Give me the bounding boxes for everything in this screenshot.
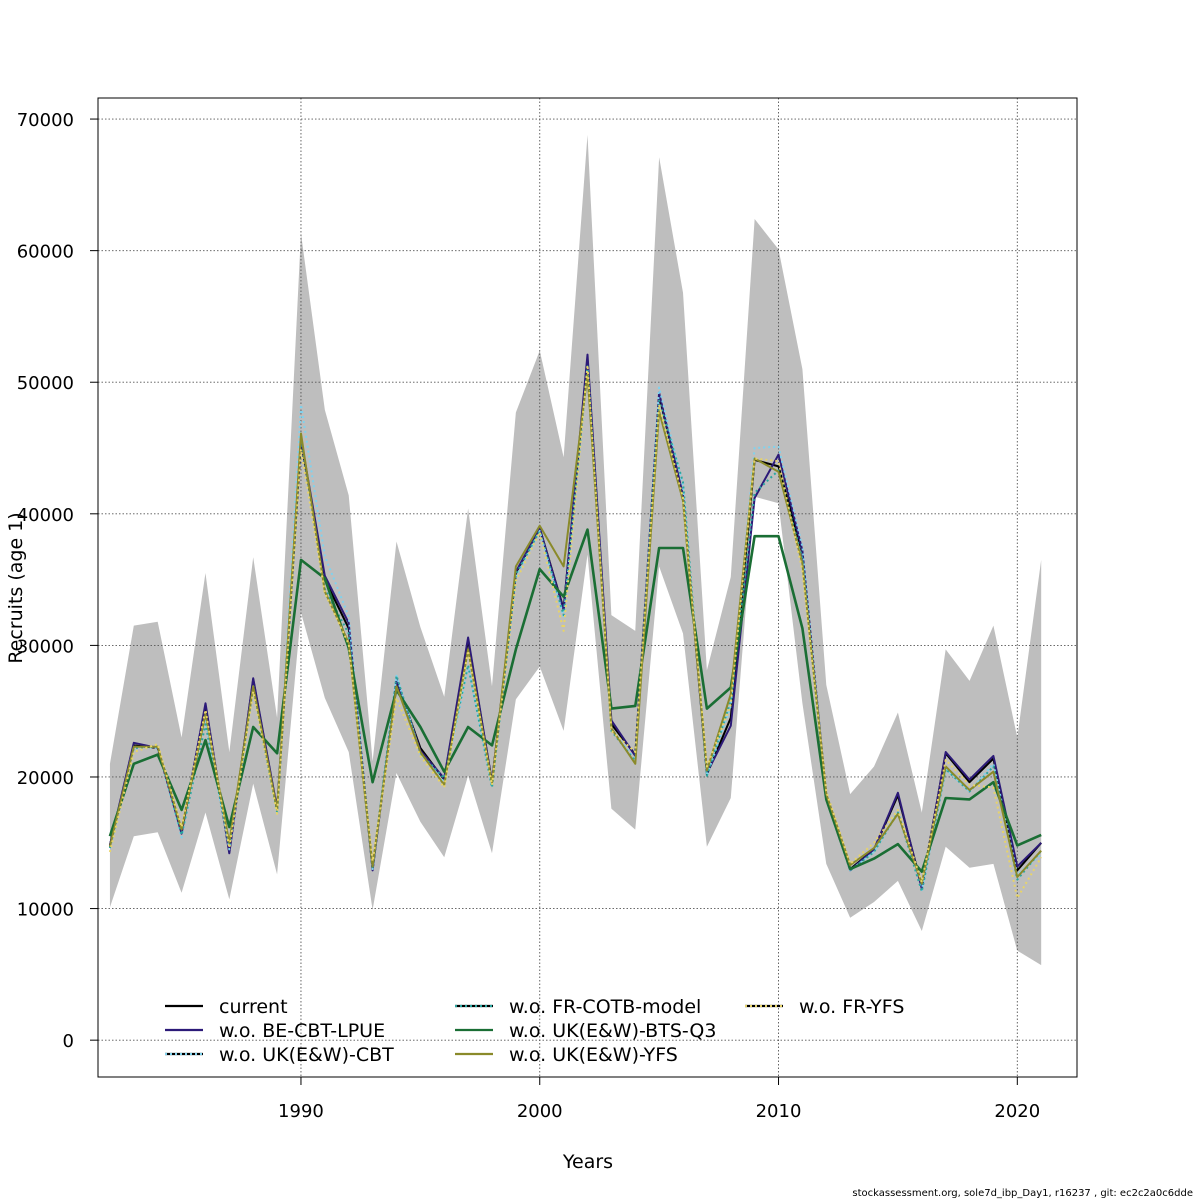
- y-axis-title: Recruits (age 1): [5, 512, 27, 663]
- y-tick-label: 0: [63, 1031, 74, 1052]
- series-line-4: [108, 528, 1042, 873]
- x-tick-label: 2010: [756, 1101, 802, 1122]
- y-tick-label: 60000: [17, 242, 74, 263]
- x-tick-label: 1990: [278, 1101, 324, 1122]
- grid-layer: [98, 98, 1077, 1077]
- legend-label: w.o. FR-COTB-model: [509, 996, 701, 1018]
- legend-label: w.o. BE-CBT-LPUE: [219, 1020, 385, 1042]
- series-layer: [108, 353, 1043, 899]
- x-tick-label: 2020: [994, 1101, 1040, 1122]
- legend-label: w.o. FR-YFS: [799, 996, 904, 1018]
- legend-label: w.o. UK(E&W)-BTS-Q3: [509, 1020, 716, 1042]
- confidence-band-layer: [109, 134, 1042, 966]
- plot-frame: [97, 97, 1078, 1078]
- legend-label: current: [219, 996, 288, 1018]
- y-tick-label: 10000: [17, 900, 74, 921]
- axis-layer: 1990 2000 2010 2020 0 10000 20000 30000 40000 500…: [17, 110, 1040, 1122]
- footer-credit: stockassessment.org, sole7d_ibp_Day1, r1…: [852, 1188, 1193, 1199]
- x-tick-label: 2000: [517, 1101, 563, 1122]
- y-tick-label: 40000: [17, 505, 74, 526]
- legend-label: w.o. UK(E&W)-CBT: [219, 1044, 394, 1066]
- confidence-band: [109, 134, 1042, 966]
- y-tick-label: 20000: [17, 768, 74, 789]
- series-line-6: [108, 364, 1043, 899]
- x-axis-title: Years: [562, 1151, 613, 1173]
- y-tick-label: 50000: [17, 373, 74, 394]
- legend-label: w.o. UK(E&W)-YFS: [509, 1044, 678, 1066]
- y-tick-label: 70000: [17, 110, 74, 131]
- y-tick-label: 30000: [17, 636, 74, 657]
